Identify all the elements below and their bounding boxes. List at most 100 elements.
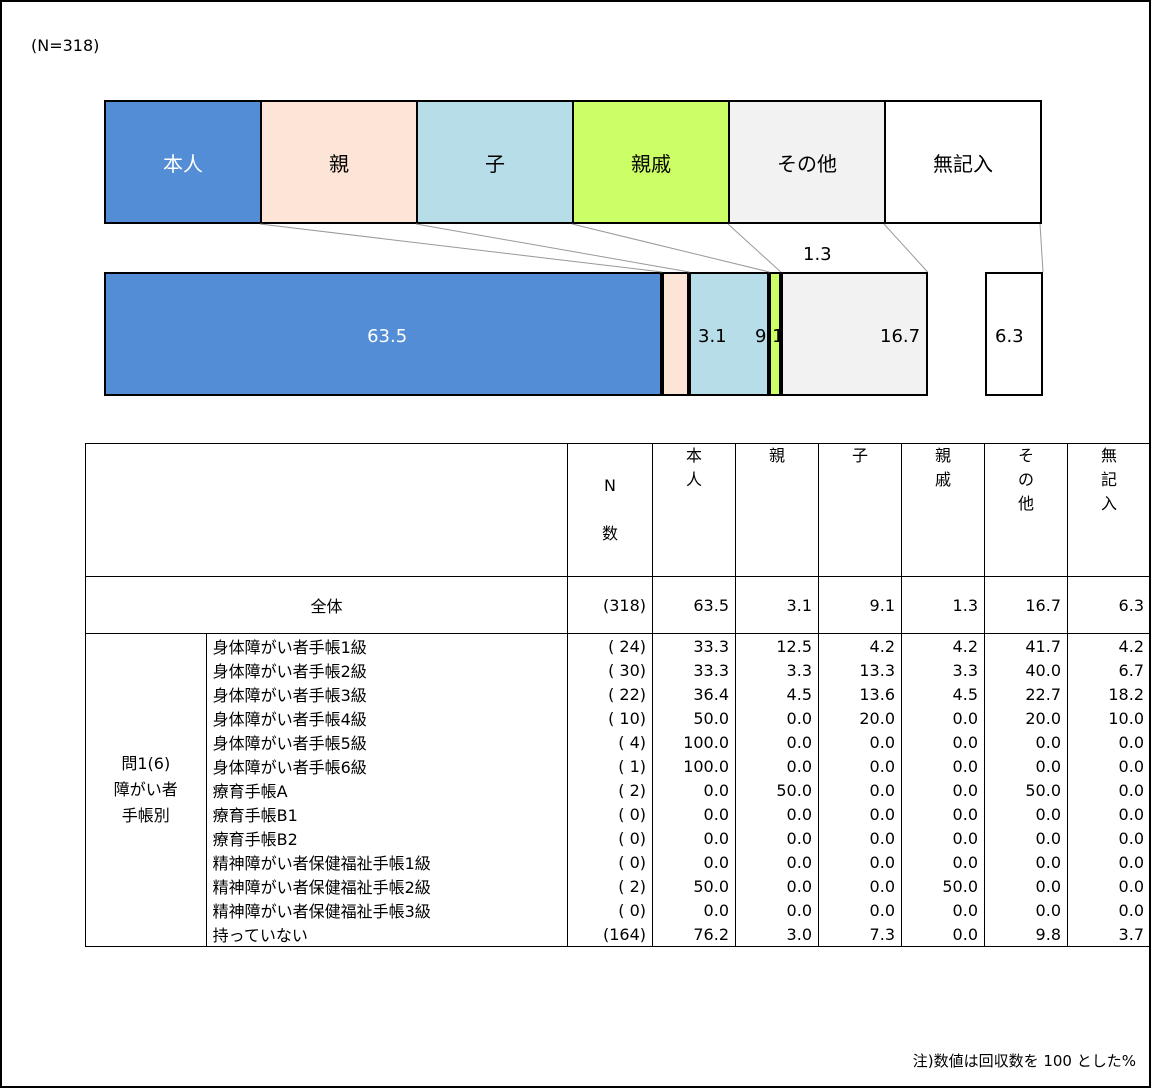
row-n: ( 2) bbox=[567, 874, 653, 898]
table-row: 精神障がい者保健福祉手帳1級( 0) 0.0 0.0 0.0 0.0 0.0 0.0 bbox=[86, 850, 1151, 874]
row-value-5: 20.0 bbox=[984, 706, 1068, 730]
header-row: N 数本人親子親戚その他無記入 bbox=[85, 443, 1151, 577]
row-value-1: 33.3 bbox=[652, 633, 736, 658]
header-col-1: 本人 bbox=[652, 443, 736, 577]
row-value-5: 0.0 bbox=[984, 730, 1068, 754]
row-value-4: 0.0 bbox=[901, 706, 985, 730]
row-value-3: 20.0 bbox=[818, 706, 902, 730]
row-n: ( 4) bbox=[567, 730, 653, 754]
total-value-5: 16.7 bbox=[984, 576, 1068, 634]
row-value-3: 0.0 bbox=[818, 898, 902, 922]
row-label: 持っていない bbox=[205, 922, 569, 947]
bar-segment-5 bbox=[780, 272, 928, 396]
row-value-6: 0.0 bbox=[1067, 898, 1151, 922]
row-n: ( 2) bbox=[567, 778, 653, 802]
table-row: 問1(6) 障がい者 手帳別 身体障がい者手帳1級( 24) 33.3 12.5 4.2 4.… bbox=[85, 633, 1151, 947]
row-value-3: 0.0 bbox=[818, 730, 902, 754]
row-value-6: 0.0 bbox=[1067, 826, 1151, 850]
row-value-4: 50.0 bbox=[901, 874, 985, 898]
table-row: 身体障がい者手帳6級( 1) 100.0 0.0 0.0 0.0 0.0 0.0 bbox=[86, 754, 1151, 778]
row-value-1: 0.0 bbox=[652, 802, 736, 826]
group-label: 問1(6) 障がい者 手帳別 bbox=[85, 633, 207, 947]
table-row: 療育手帳B1( 0) 0.0 0.0 0.0 0.0 0.0 0.0 bbox=[86, 802, 1151, 826]
header-col-6: 無記入 bbox=[1067, 443, 1151, 577]
row-label: 身体障がい者手帳5級 bbox=[205, 730, 569, 754]
row-value-5: 0.0 bbox=[984, 898, 1068, 922]
row-n: ( 22) bbox=[567, 682, 653, 706]
row-value-4: 0.0 bbox=[901, 778, 985, 802]
row-value-1: 100.0 bbox=[652, 730, 736, 754]
legend-item-6: 無記入 bbox=[884, 100, 1042, 224]
table-row: 精神障がい者保健福祉手帳3級( 0) 0.0 0.0 0.0 0.0 0.0 0.0 bbox=[86, 898, 1151, 922]
total-n: (318) bbox=[567, 576, 653, 634]
row-value-3: 7.3 bbox=[818, 922, 902, 947]
bar-segment-3 bbox=[689, 272, 770, 396]
row-n: ( 24) bbox=[567, 633, 653, 658]
table-row: 持っていない (164) 76.2 3.0 7.3 0.0 9.8 3.7 bbox=[86, 922, 1151, 947]
header-col-3: 子 bbox=[818, 443, 902, 577]
footnote: 注)数値は回収数を 100 とした% bbox=[912, 1052, 1136, 1070]
row-label: 療育手帳B1 bbox=[205, 802, 569, 826]
row-value-1: 0.0 bbox=[652, 778, 736, 802]
row-value-2: 0.0 bbox=[735, 874, 819, 898]
row-value-2: 0.0 bbox=[735, 706, 819, 730]
row-value-4: 0.0 bbox=[901, 802, 985, 826]
row-value-2: 0.0 bbox=[735, 898, 819, 922]
row-value-6: 0.0 bbox=[1067, 802, 1151, 826]
row-value-4: 0.0 bbox=[901, 754, 985, 778]
bar-segment-6 bbox=[985, 272, 1043, 396]
row-value-1: 0.0 bbox=[652, 826, 736, 850]
row-value-1: 0.0 bbox=[652, 850, 736, 874]
row-n: ( 1) bbox=[567, 754, 653, 778]
row-label: 身体障がい者手帳1級 bbox=[205, 633, 569, 658]
row-label: 療育手帳A bbox=[205, 778, 569, 802]
row-value-3: 0.0 bbox=[818, 874, 902, 898]
row-value-1: 100.0 bbox=[652, 754, 736, 778]
row-value-5: 9.8 bbox=[984, 922, 1068, 947]
header-col-4: 親戚 bbox=[901, 443, 985, 577]
row-value-1: 50.0 bbox=[652, 706, 736, 730]
bar-value-label-3: 9.1 bbox=[755, 326, 784, 347]
row-n: ( 0) bbox=[567, 850, 653, 874]
row-value-6: 0.0 bbox=[1067, 778, 1151, 802]
bar-value-label-4: 1.3 bbox=[803, 244, 832, 265]
row-label: 療育手帳B2 bbox=[205, 826, 569, 850]
row-value-3: 0.0 bbox=[818, 778, 902, 802]
row-value-5: 41.7 bbox=[984, 633, 1068, 658]
row-value-6: 0.0 bbox=[1067, 754, 1151, 778]
total-value-6: 6.3 bbox=[1067, 576, 1151, 634]
bar-value-label-2: 3.1 bbox=[698, 326, 727, 347]
row-value-4: 4.5 bbox=[901, 682, 985, 706]
row-value-3: 0.0 bbox=[818, 802, 902, 826]
legend-item-1: 本人 bbox=[104, 100, 262, 224]
row-value-5: 22.7 bbox=[984, 682, 1068, 706]
row-value-2: 0.0 bbox=[735, 850, 819, 874]
row-value-6: 4.2 bbox=[1067, 633, 1151, 658]
bar-value-label-1: 63.5 bbox=[367, 326, 408, 347]
row-value-4: 0.0 bbox=[901, 922, 985, 947]
row-value-6: 18.2 bbox=[1067, 682, 1151, 706]
row-value-3: 4.2 bbox=[818, 633, 902, 658]
row-label: 身体障がい者手帳6級 bbox=[205, 754, 569, 778]
table-row: 身体障がい者手帳4級( 10) 50.0 0.0 20.0 0.0 20.0 10.0 bbox=[86, 706, 1151, 730]
header-n-count: N 数 bbox=[567, 443, 653, 577]
total-value-3: 9.1 bbox=[818, 576, 902, 634]
row-value-6: 3.7 bbox=[1067, 922, 1151, 947]
row-value-2: 0.0 bbox=[735, 826, 819, 850]
row-value-2: 0.0 bbox=[735, 730, 819, 754]
bar-value-label-6: 6.3 bbox=[995, 326, 1024, 347]
bar-segment-2 bbox=[662, 272, 690, 396]
row-value-5: 0.0 bbox=[984, 826, 1068, 850]
crosstab-table: N 数本人親子親戚その他無記入全体 (318) 63.5 3.1 9.1 1.3 16.7 6… bbox=[85, 443, 1151, 947]
table-row: 身体障がい者手帳5級( 4) 100.0 0.0 0.0 0.0 0.0 0.0 bbox=[86, 730, 1151, 754]
table-row: 療育手帳B2( 0) 0.0 0.0 0.0 0.0 0.0 0.0 bbox=[86, 826, 1151, 850]
row-value-2: 12.5 bbox=[735, 633, 819, 658]
row-value-6: 0.0 bbox=[1067, 730, 1151, 754]
row-value-2: 4.5 bbox=[735, 682, 819, 706]
row-value-1: 76.2 bbox=[652, 922, 736, 947]
sample-size-label: (N=318) bbox=[31, 36, 100, 55]
row-n: ( 10) bbox=[567, 706, 653, 730]
row-n: (164) bbox=[567, 922, 653, 947]
legend-item-4: 親戚 bbox=[572, 100, 730, 224]
row-label: 身体障がい者手帳4級 bbox=[205, 706, 569, 730]
